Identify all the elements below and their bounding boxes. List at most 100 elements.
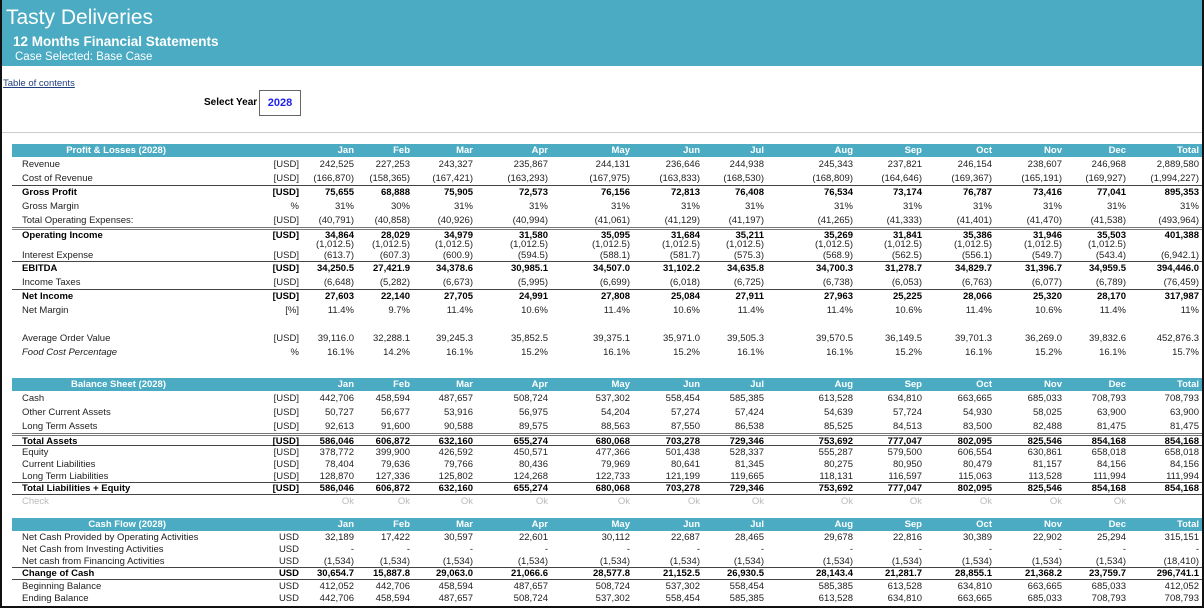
cell-aug: (1,534) — [822, 555, 853, 567]
cell-may: 537,302 — [595, 392, 630, 404]
cell-dec: (6,789) — [1095, 276, 1126, 288]
cell-dec: 23,759.7 — [1089, 568, 1126, 579]
cell-may: 39,375.1 — [593, 332, 630, 344]
cell-total: (6,942.1) — [1160, 249, 1199, 261]
row-unit: [USD] — [272, 291, 299, 302]
column-header-mar: Mar — [456, 519, 473, 530]
cell-jan: (1,534) — [323, 555, 354, 567]
cell-oct: 76,787 — [962, 187, 992, 198]
table-row: Revenue [USD] 242,525 227,253 243,327 235,867… — [12, 157, 1202, 171]
cell-total: 854,168 — [1164, 436, 1199, 447]
cell-jul: 31% — [744, 200, 764, 212]
select-year-input[interactable]: 2028 — [259, 90, 301, 116]
cell-apr: (1,534) — [517, 555, 548, 567]
cell-jul: 585,385 — [729, 392, 764, 404]
cell-total: 2,889,580 — [1156, 158, 1199, 170]
cell-may: (6,699) — [599, 276, 630, 288]
cell-apr: 235,867 — [513, 158, 548, 170]
cell-feb: 56,677 — [380, 406, 410, 418]
table-row: Interest Expense [USD] (613.7) (607.3) (600.… — [12, 249, 1202, 261]
divider — [2, 132, 1202, 133]
cell-mar: (1,012.5) — [434, 239, 473, 250]
cell-feb: 30% — [390, 200, 410, 212]
cell-feb: 458,594 — [375, 392, 410, 404]
table-row: Beginning Balance USD 412,052 442,706 458,59… — [12, 580, 1202, 592]
row-label: Long Term Liabilities — [22, 470, 109, 482]
cell-sep: 31,841 — [892, 230, 922, 241]
cell-aug: 16.1% — [826, 346, 853, 358]
row-unit: [USD] — [272, 436, 299, 447]
cell-sep: 21,281.7 — [885, 568, 922, 579]
row-label: Change of Cash — [22, 568, 95, 579]
cell-jan: 11.4% — [327, 304, 354, 316]
report-header: Tasty Deliveries 12 Months Financial Sta… — [0, 0, 1204, 66]
cell-oct: 246,154 — [957, 158, 992, 170]
cell-jun: 501,438 — [665, 446, 700, 458]
cell-mar: 29,063.0 — [436, 568, 473, 579]
cell-jul: (41,197) — [728, 214, 764, 226]
cell-oct: 34,829.7 — [955, 263, 992, 274]
cell-sep: 57,724 — [892, 406, 922, 418]
cell-nov: (549.7) — [1031, 249, 1062, 261]
cell-dec: 854,168 — [1091, 436, 1126, 447]
cell-apr: 80,436 — [518, 458, 548, 470]
row-label: Gross Margin — [22, 200, 80, 212]
cell-jun: (581.7) — [669, 249, 700, 261]
cell-aug: (41,265) — [817, 214, 853, 226]
cell-jun: (6,018) — [669, 276, 700, 288]
cell-may: (1,534) — [599, 555, 630, 567]
cell-sep: 80,950 — [892, 458, 922, 470]
cell-jul: 81,345 — [734, 458, 764, 470]
cell-jul: 244,938 — [729, 158, 764, 170]
cell-dec: 31% — [1106, 200, 1126, 212]
cell-sep: 25,225 — [892, 291, 922, 302]
column-header-nov: Nov — [1044, 519, 1062, 530]
cell-apr: 30,985.1 — [511, 263, 548, 274]
cell-dec: 111,994 — [1093, 470, 1126, 482]
column-header-feb: Feb — [393, 145, 410, 156]
cell-jan: 78,404 — [324, 458, 354, 470]
cell-apr: 655,274 — [513, 483, 548, 494]
cell-may: 28,577.8 — [593, 568, 630, 579]
cell-jul: (168,530) — [723, 172, 764, 184]
row-label: Food Cost Percentage — [22, 346, 118, 358]
cell-mar: 16.1% — [446, 346, 473, 358]
table-row: Long Term Assets [USD] 92,613 91,600 90,588 8… — [12, 419, 1202, 433]
row-label: Gross Profit — [22, 187, 77, 198]
cell-jul: 57,424 — [734, 406, 764, 418]
cell-jun: 537,302 — [665, 580, 700, 592]
cell-jul: (575.3) — [733, 249, 764, 261]
cell-feb: 28,029 — [380, 230, 410, 241]
column-header-sep: Sep — [904, 145, 922, 156]
cell-oct: 80,479 — [962, 458, 992, 470]
row-unit: USD — [278, 543, 299, 555]
cell-jan: 442,706 — [319, 592, 354, 604]
cell-jul: 585,385 — [729, 592, 764, 604]
row-unit: [USD] — [273, 406, 299, 418]
cell-jul: 76,408 — [734, 187, 764, 198]
column-header-total: Total — [1177, 519, 1199, 530]
cell-jan: 34,250.5 — [317, 263, 354, 274]
cell-jan: 92,613 — [324, 420, 354, 432]
column-header-may: May — [611, 379, 630, 390]
cell-nov: (6,077) — [1031, 276, 1062, 288]
cell-aug: 585,385 — [818, 580, 853, 592]
cell-nov: 82,488 — [1032, 420, 1062, 432]
row-unit: USD — [278, 580, 299, 592]
cell-oct: 39,701.3 — [955, 332, 992, 344]
cell-mar: 53,916 — [443, 406, 473, 418]
column-header-apr: Apr — [531, 145, 548, 156]
cell-oct: 35,386 — [962, 230, 992, 241]
cell-jun: 57,274 — [670, 406, 700, 418]
cell-jul: (1,534) — [733, 555, 764, 567]
cell-aug: 245,343 — [818, 158, 853, 170]
cell-oct: (1,012.5) — [953, 239, 992, 250]
row-label: Net Cash Provided by Operating Activitie… — [22, 531, 199, 543]
cell-jun: 121,199 — [665, 470, 700, 482]
column-header-aug: Aug — [834, 519, 853, 530]
cell-jun: (1,534) — [669, 555, 700, 567]
cell-may: 31% — [610, 200, 630, 212]
row-label: Average Order Value — [22, 332, 111, 344]
cell-feb: 227,253 — [375, 158, 410, 170]
table-of-contents-link[interactable]: Table of contents — [3, 78, 75, 89]
